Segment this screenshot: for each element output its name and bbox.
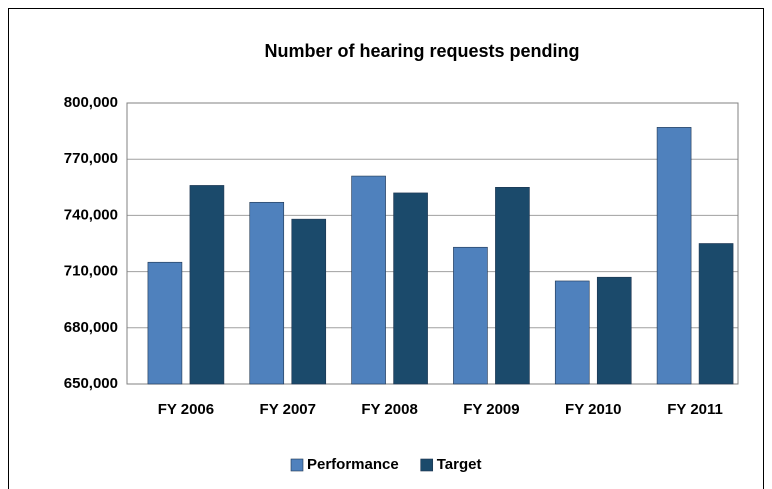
- legend-label: Target: [437, 456, 482, 473]
- y-tick-label: 740,000: [64, 206, 118, 223]
- bar: [249, 201, 285, 385]
- x-tick-label: FY 2009: [463, 401, 519, 418]
- x-tick-label: FY 2007: [260, 401, 316, 418]
- bar: [554, 280, 590, 385]
- legend-swatch: [420, 458, 434, 472]
- y-tick-label: 710,000: [64, 263, 118, 280]
- legend-label: Performance: [307, 456, 399, 473]
- bar: [453, 246, 488, 385]
- bar: [656, 127, 692, 385]
- bar: [291, 218, 327, 385]
- x-tick-label: FY 2006: [158, 401, 214, 418]
- bar: [596, 276, 632, 385]
- y-tick-label: 680,000: [64, 319, 118, 336]
- chart-border: [8, 8, 764, 489]
- bar: [393, 192, 428, 385]
- x-tick-label: FY 2011: [667, 401, 723, 418]
- bar: [495, 187, 530, 385]
- bar: [189, 185, 225, 385]
- chart-title: Number of hearing requests pending: [264, 41, 579, 61]
- plot-frame: [126, 102, 739, 385]
- x-tick-label: FY 2010: [565, 401, 621, 418]
- y-tick-label: 650,000: [64, 375, 118, 392]
- y-tick-label: 800,000: [64, 94, 118, 111]
- bar: [351, 175, 386, 385]
- x-tick-label: FY 2008: [361, 401, 417, 418]
- bar: [147, 261, 183, 385]
- bar: [698, 243, 734, 385]
- legend-swatch: [290, 458, 304, 472]
- y-tick-label: 770,000: [64, 150, 118, 167]
